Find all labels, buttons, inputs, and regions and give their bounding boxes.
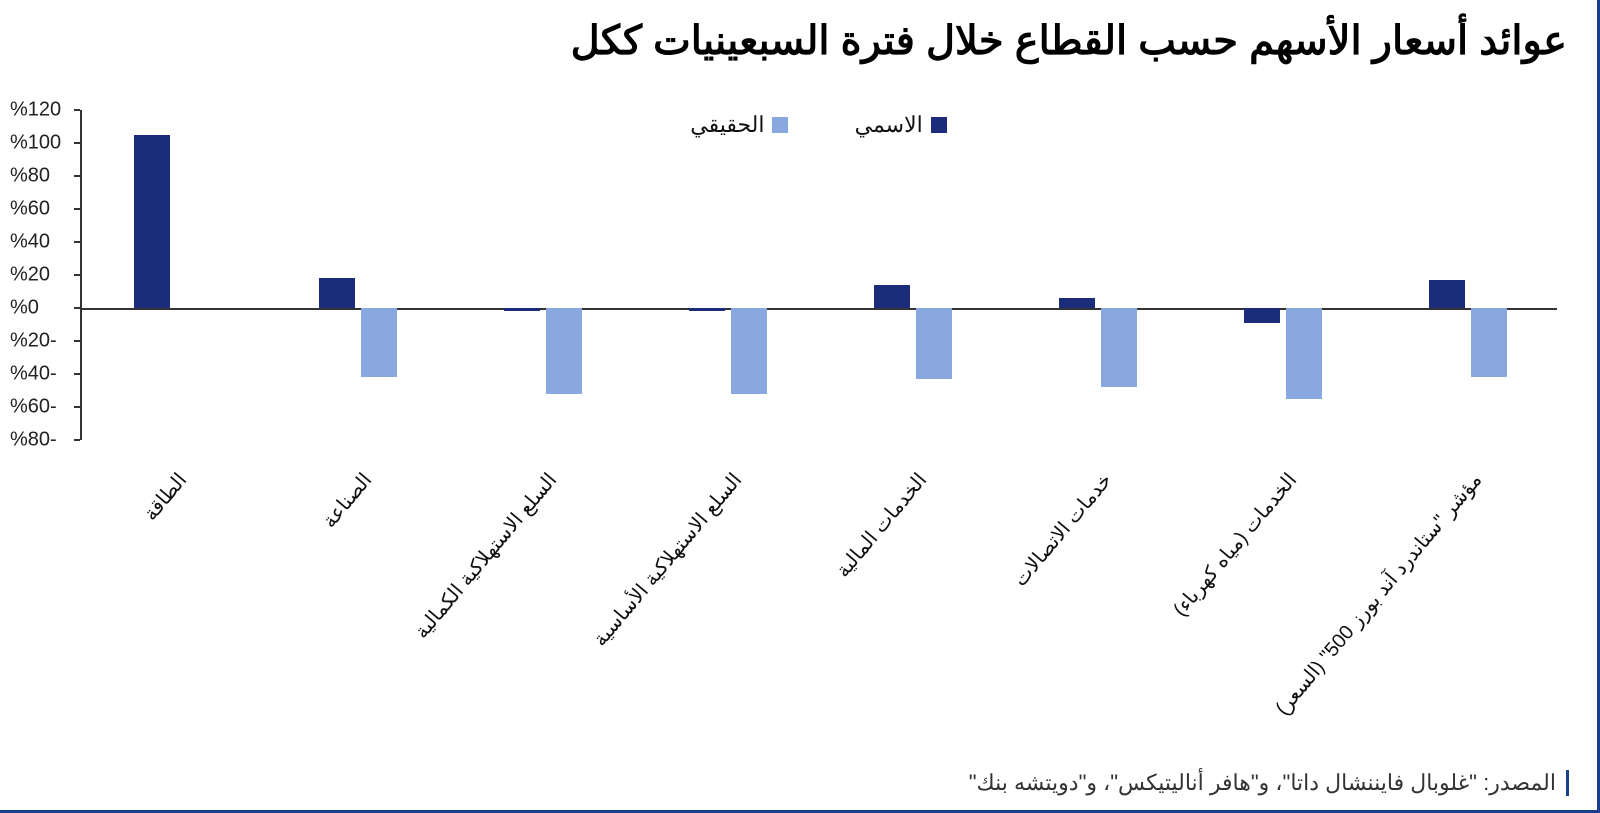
source-text: المصدر: "غلوبال فايننشال داتا"، و"هافر أ… bbox=[969, 770, 1556, 796]
bar-real bbox=[1101, 308, 1137, 387]
bar-nominal bbox=[689, 308, 725, 311]
chart-plot-area: الاسمي الحقيقي %120%100%80%60%40%20%0%20… bbox=[80, 110, 1557, 440]
source-container: المصدر: "غلوبال فايننشال داتا"، و"هافر أ… bbox=[969, 770, 1569, 796]
bar-nominal bbox=[504, 308, 540, 311]
y-tick-label: %20 bbox=[10, 264, 80, 287]
y-tick-mark bbox=[74, 241, 80, 243]
y-tick-mark bbox=[74, 373, 80, 375]
bar-nominal bbox=[134, 135, 170, 308]
y-axis: %120%100%80%60%40%20%0%20-%40-%60-%80- bbox=[10, 110, 80, 440]
category-group: الخدمات المالية bbox=[820, 110, 1005, 440]
y-tick-mark bbox=[74, 175, 80, 177]
bar-nominal bbox=[874, 285, 910, 308]
y-tick-label: %0 bbox=[10, 297, 80, 320]
y-tick-mark bbox=[74, 340, 80, 342]
y-tick-mark bbox=[74, 274, 80, 276]
category-group: مؤشر "ستاندرد آند بورز 500" (السعر) bbox=[1375, 110, 1560, 440]
y-tick-label: %120 bbox=[10, 99, 80, 122]
category-label: الطاقة bbox=[173, 426, 227, 484]
bar-real bbox=[731, 308, 767, 394]
category-label: الصناعة bbox=[358, 419, 418, 484]
y-tick-mark bbox=[74, 406, 80, 408]
y-tick-label: %100 bbox=[10, 132, 80, 155]
category-group: خدمات الاتصالات bbox=[1005, 110, 1190, 440]
y-tick-label: %80 bbox=[10, 165, 80, 188]
bar-real bbox=[546, 308, 582, 394]
category-group: الطاقة bbox=[80, 110, 265, 440]
y-tick-label: %20- bbox=[10, 330, 80, 353]
bar-nominal bbox=[319, 278, 355, 308]
y-tick-label: %60- bbox=[10, 396, 80, 419]
category-group: السلع الاستهلاكية الكمالية bbox=[450, 110, 635, 440]
y-tick-label: %60 bbox=[10, 198, 80, 221]
bar-real bbox=[916, 308, 952, 379]
title-container: عوائد أسعار الأسهم حسب القطاع خلال فترة … bbox=[0, 0, 1597, 64]
y-tick-mark bbox=[74, 109, 80, 111]
y-tick-label: %40 bbox=[10, 231, 80, 254]
bar-real bbox=[1286, 308, 1322, 399]
y-tick-mark bbox=[74, 439, 80, 441]
chart-frame: عوائد أسعار الأسهم حسب القطاع خلال فترة … bbox=[0, 0, 1600, 813]
bars-container: الطاقةالصناعةالسلع الاستهلاكية الكماليةا… bbox=[80, 110, 1557, 440]
y-tick-mark bbox=[74, 208, 80, 210]
bar-nominal bbox=[1059, 298, 1095, 308]
bar-real bbox=[1471, 308, 1507, 377]
y-tick-label: %80- bbox=[10, 429, 80, 452]
y-tick-label: %40- bbox=[10, 363, 80, 386]
y-tick-mark bbox=[74, 142, 80, 144]
y-tick-mark bbox=[74, 307, 80, 309]
category-group: السلع الاستهلاكية الأساسية bbox=[635, 110, 820, 440]
category-label: الخدمات المالية bbox=[913, 370, 1015, 484]
bar-nominal bbox=[1429, 280, 1465, 308]
category-group: الخدمات (مياه كهرباء) bbox=[1190, 110, 1375, 440]
bar-nominal bbox=[1244, 308, 1280, 323]
category-group: الصناعة bbox=[265, 110, 450, 440]
bar-real bbox=[361, 308, 397, 377]
chart-title: عوائد أسعار الأسهم حسب القطاع خلال فترة … bbox=[571, 18, 1567, 64]
